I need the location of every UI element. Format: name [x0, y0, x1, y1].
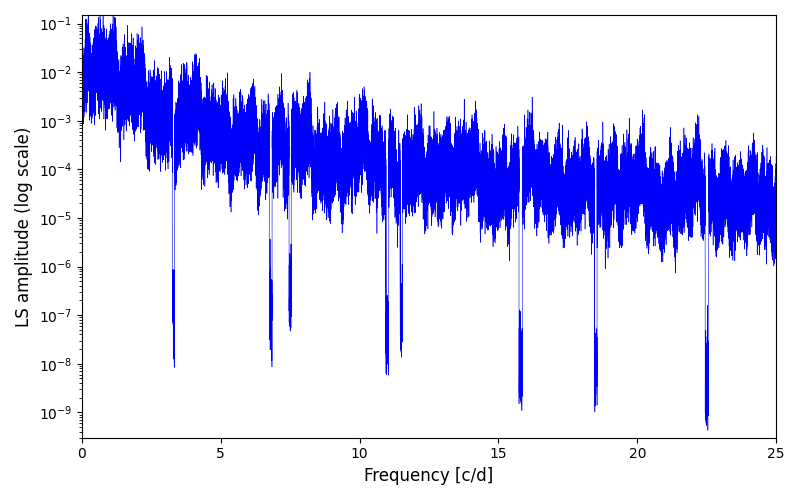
Y-axis label: LS amplitude (log scale): LS amplitude (log scale) [15, 126, 33, 326]
X-axis label: Frequency [c/d]: Frequency [c/d] [364, 467, 494, 485]
